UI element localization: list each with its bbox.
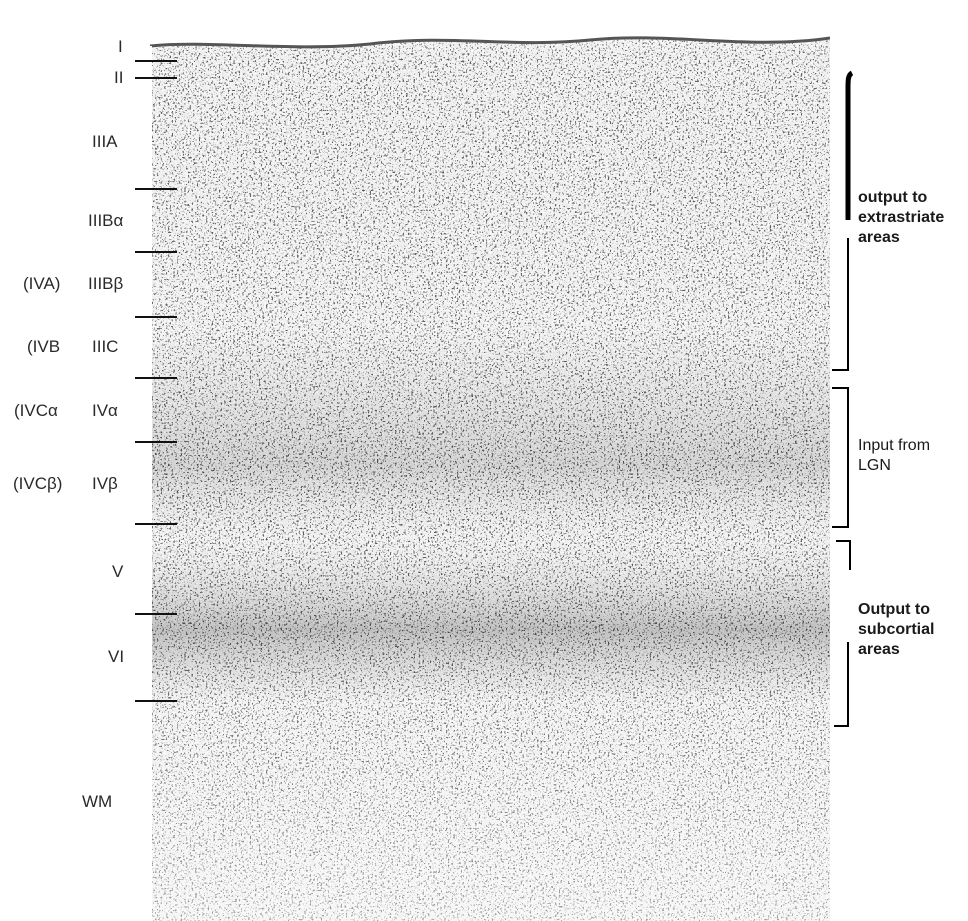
layer-label-iva: IVα <box>92 401 118 420</box>
layer-label-iiiba: IIIBα <box>88 211 124 230</box>
old-label-iva: (IVA) <box>23 274 61 293</box>
group-label-lgn-line-2: LGN <box>858 457 891 474</box>
layer-label-iiibb: IIIBβ <box>88 274 124 293</box>
boundary-i-ii <box>135 60 177 62</box>
group-label-extrastriate-line-3: areas <box>858 229 900 246</box>
layer-label-vi: VI <box>108 647 125 666</box>
group-label-lgn-line-1: Input from <box>858 437 931 454</box>
layer-label-ivb: IVβ <box>92 474 118 493</box>
bracket-v <box>836 540 851 570</box>
boundary-v-vi <box>135 613 177 615</box>
group-label-lgn: Input from LGN <box>858 436 930 476</box>
cortex-micrograph <box>150 10 830 921</box>
boundary-iiibb-iiic <box>135 316 177 318</box>
boundary-iiic-iva <box>135 377 177 379</box>
layer-label-iiic: IIIC <box>92 337 119 356</box>
bracket-subcortical <box>834 642 849 727</box>
boundary-ii-iii <box>135 77 177 79</box>
boundary-iiia-iiiba <box>135 188 177 190</box>
group-label-extrastriate: output to extrastriate areas <box>858 188 944 248</box>
group-label-subcortical: Output to subcortial areas <box>858 600 934 660</box>
old-label-ivca: (IVCα <box>14 401 58 420</box>
old-label-ivcb: (IVCβ) <box>13 474 63 493</box>
layer-label-v: V <box>112 562 124 581</box>
group-label-extrastriate-line-1: output to <box>858 189 928 206</box>
layer-label-i: I <box>118 37 123 56</box>
bracket-lgn <box>832 387 849 528</box>
group-label-subcortical-line-3: areas <box>858 641 900 658</box>
layer-label-ii: II <box>114 68 124 87</box>
old-label-ivb: (IVB <box>27 337 61 356</box>
layer-label-iiia: IIIA <box>92 132 118 151</box>
group-label-extrastriate-line-2: extrastriate <box>858 209 945 226</box>
layer-label-wm: WM <box>82 792 113 811</box>
boundary-iva-ivb <box>135 441 177 443</box>
boundary-vi-wm <box>135 700 177 702</box>
bracket-extrastriate <box>832 70 854 371</box>
group-label-subcortical-line-2: subcortial <box>858 621 935 638</box>
boundary-iiiba-iiibb <box>135 251 177 253</box>
boundary-ivb-v <box>135 523 177 525</box>
group-label-subcortical-line-1: Output to <box>858 601 930 618</box>
